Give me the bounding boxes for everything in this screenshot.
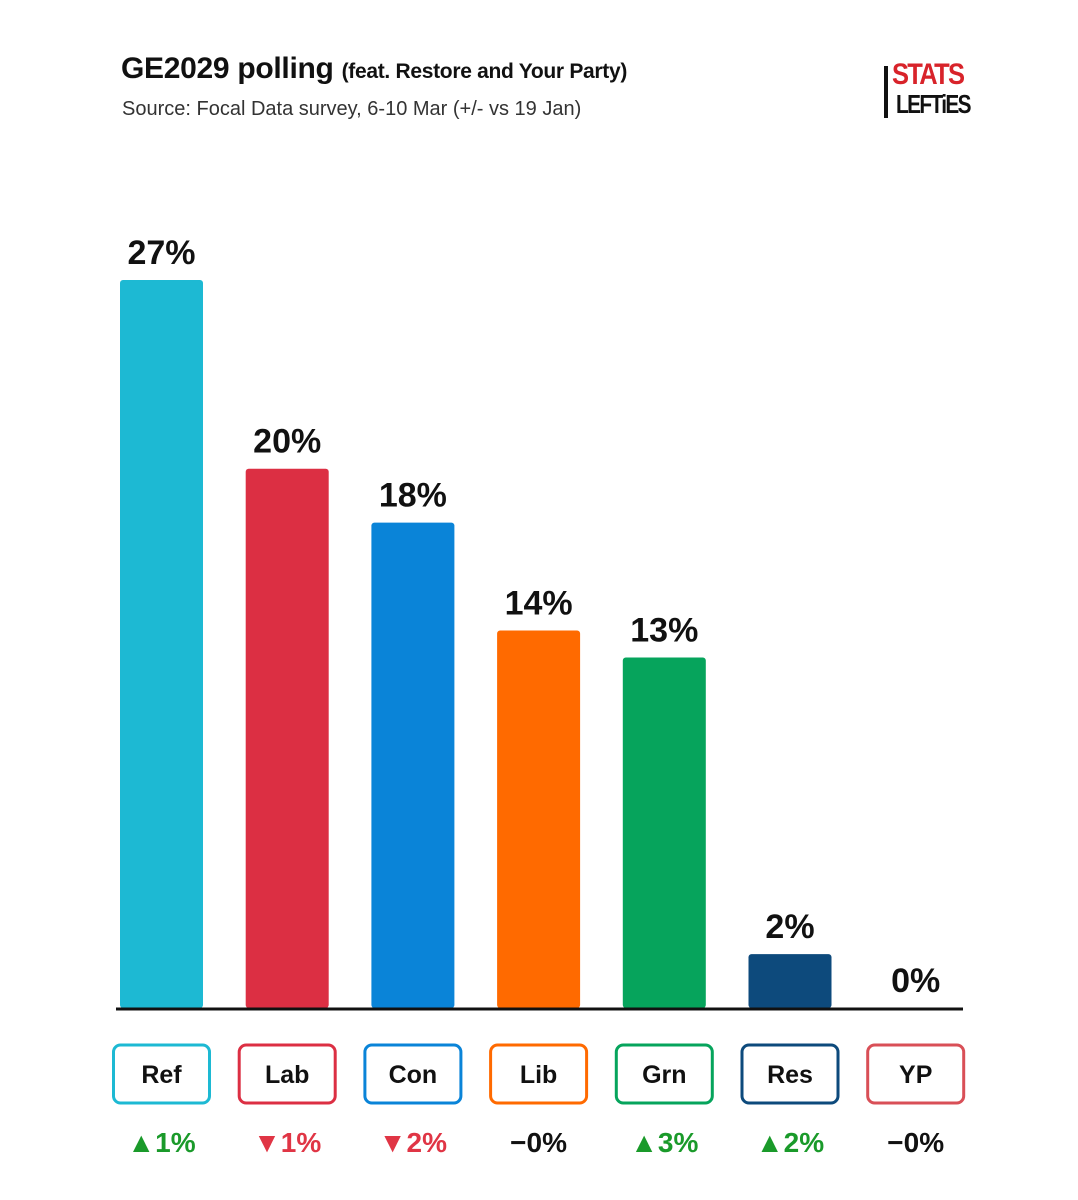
category-box-grn xyxy=(614,1043,714,1105)
bar-ref xyxy=(120,280,203,1008)
category-label-lab: Lab xyxy=(265,1061,309,1089)
stats-for-lefties-logo: STATS LEFTiES xyxy=(884,58,972,122)
change-label-res: ▲2% xyxy=(756,1127,824,1158)
logo-bar xyxy=(884,66,888,118)
category-label-yp: YP xyxy=(899,1061,932,1089)
category-box-res xyxy=(740,1043,840,1105)
category-box-con xyxy=(363,1043,463,1105)
category-box-lib xyxy=(489,1043,589,1105)
value-label-res: 2% xyxy=(765,908,814,946)
category-label-lib: Lib xyxy=(520,1061,558,1089)
category-box-ref xyxy=(112,1043,211,1105)
category-box-yp xyxy=(866,1043,966,1105)
change-label-lab: ▼1% xyxy=(253,1127,321,1158)
category-label-res: Res xyxy=(767,1061,813,1089)
value-label-grn: 13% xyxy=(630,611,698,649)
logo-bottom-text: LEFTiES xyxy=(896,89,972,119)
value-label-lib: 14% xyxy=(505,585,573,623)
category-label-ref: Ref xyxy=(141,1061,182,1089)
value-label-con: 18% xyxy=(379,477,447,515)
bar-lib xyxy=(497,630,581,1008)
category-box-lab xyxy=(237,1043,337,1105)
logo-top-text: STATS xyxy=(892,58,965,91)
change-label-yp: −0% xyxy=(887,1127,944,1158)
category-label-con: Con xyxy=(389,1061,438,1089)
change-label-grn: ▲3% xyxy=(630,1127,698,1158)
chart-title: GE2029 polling (feat. Restore and Your P… xyxy=(121,52,627,86)
chart-source: Source: Focal Data survey, 6-10 Mar (+/-… xyxy=(122,98,582,120)
bar-lab xyxy=(245,468,329,1009)
change-label-ref: ▲1% xyxy=(127,1127,195,1158)
value-label-lab: 20% xyxy=(253,423,321,461)
value-label-ref: 27% xyxy=(127,234,195,272)
bar-res xyxy=(748,954,832,1008)
bar-con xyxy=(371,522,455,1008)
change-label-lib: −0% xyxy=(510,1127,567,1158)
change-label-con: ▼2% xyxy=(379,1127,447,1158)
value-label-yp: 0% xyxy=(891,962,940,1000)
chart-title-note: (feat. Restore and Your Party) xyxy=(341,60,628,83)
category-label-grn: Grn xyxy=(642,1061,686,1089)
chart-title-main: GE2029 polling xyxy=(121,52,334,85)
bar-grn xyxy=(622,657,706,1008)
